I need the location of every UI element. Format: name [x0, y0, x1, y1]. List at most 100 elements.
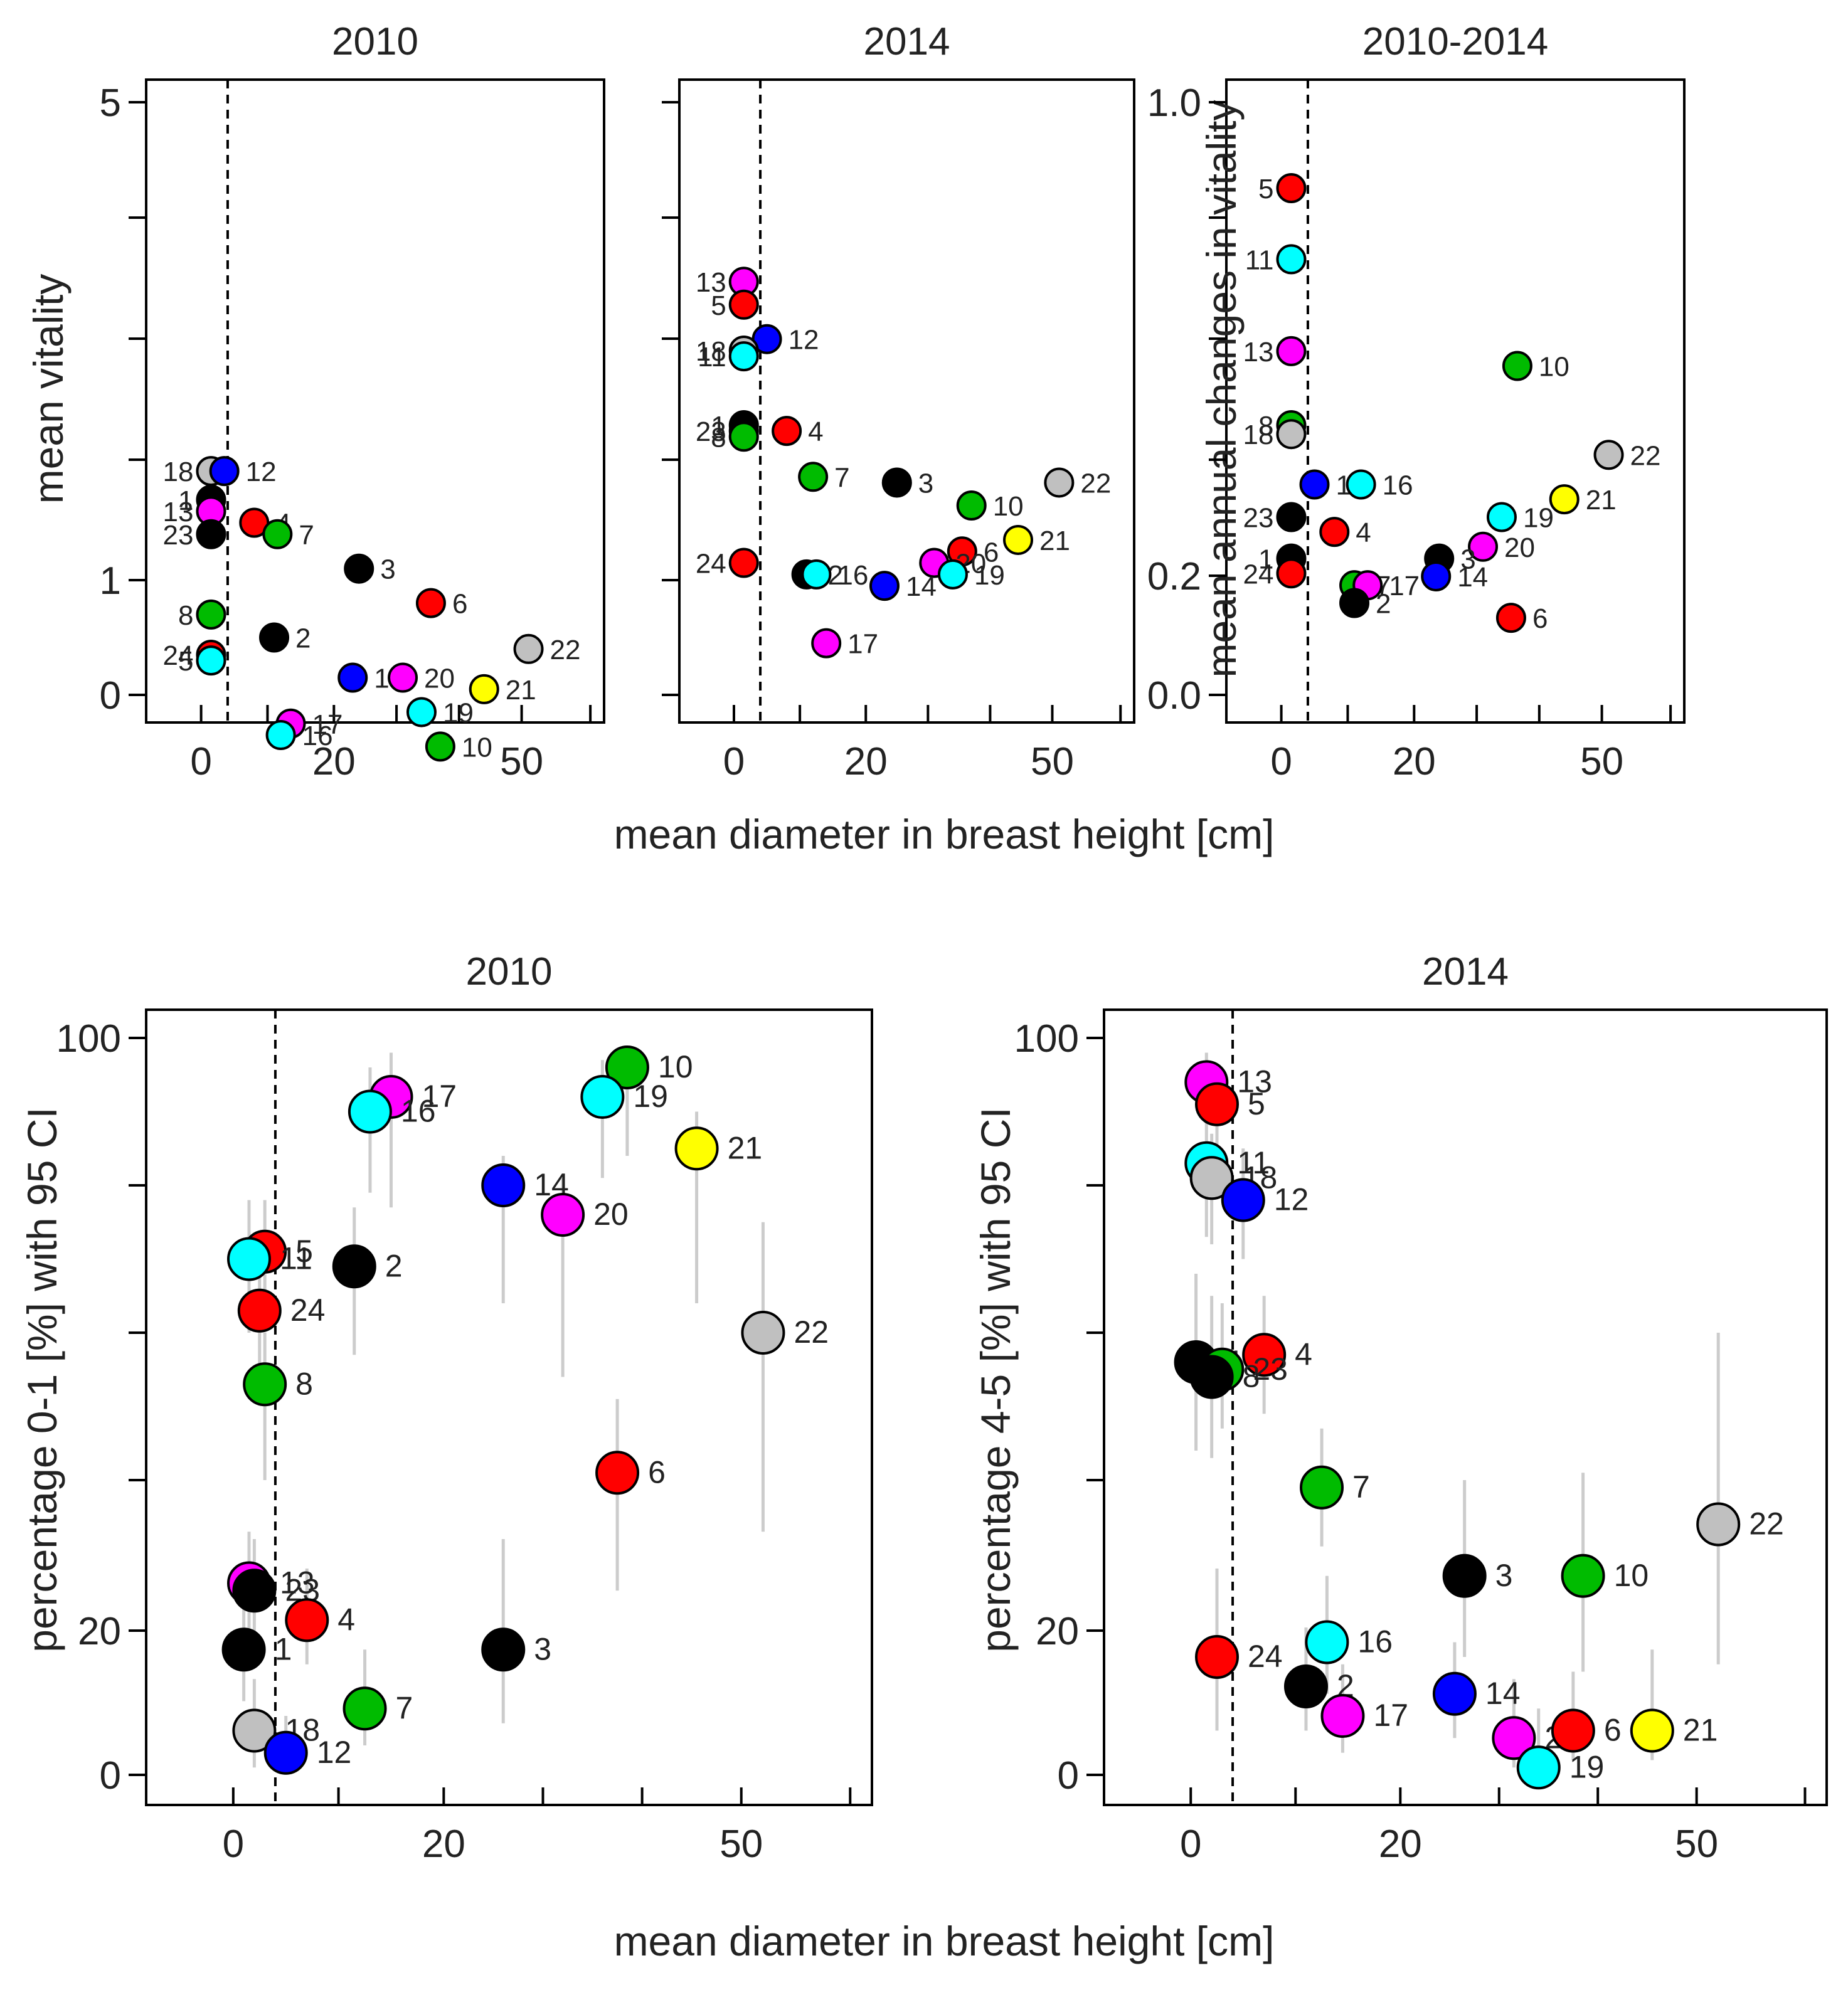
point-label-16: 16 — [401, 1094, 436, 1129]
panel-title: 2014 — [864, 20, 950, 63]
point-label-18: 18 — [696, 336, 726, 367]
point-label-22: 22 — [1630, 440, 1661, 471]
point-17 — [811, 628, 842, 659]
point-7 — [1300, 1465, 1344, 1510]
point-21 — [1549, 484, 1580, 515]
chart-panel-3: 2010-2014 mean annual changes in vitality… — [1147, 20, 1686, 783]
point-20 — [1468, 531, 1499, 562]
point-label-5: 5 — [711, 290, 726, 321]
point-label-21: 21 — [506, 675, 536, 706]
point-20 — [541, 1193, 585, 1237]
point-label-17: 17 — [847, 629, 878, 660]
point-label-7: 7 — [834, 462, 849, 493]
point-21 — [1630, 1708, 1674, 1753]
point-3 — [1442, 1553, 1487, 1598]
point-label-24: 24 — [1248, 1639, 1283, 1674]
point-2 — [1339, 588, 1370, 618]
point-label-22: 22 — [794, 1315, 829, 1350]
y-axis-label: percentage 0-1 [%] with 95 CI — [19, 1107, 65, 1652]
point-label-19: 19 — [1523, 503, 1554, 534]
point-label-8: 8 — [1258, 411, 1273, 442]
point-20 — [388, 662, 418, 693]
y-tick-label: 1 — [100, 559, 121, 603]
point-label-16: 16 — [837, 560, 868, 591]
point-22 — [1593, 440, 1624, 470]
point-label-19: 19 — [443, 697, 474, 728]
y-tick-label: 20 — [1036, 1610, 1079, 1653]
point-14 — [1421, 561, 1452, 591]
x-tick-label: 0 — [723, 740, 745, 783]
point-label-13: 13 — [163, 497, 194, 527]
point-label-17: 17 — [312, 709, 343, 740]
y-tick-label: 1.0 — [1147, 82, 1201, 125]
point-label-24: 24 — [1243, 559, 1274, 590]
point-8 — [1189, 1355, 1234, 1399]
point-label-3: 3 — [534, 1631, 551, 1666]
x-tick-label: 20 — [312, 740, 356, 783]
y-tick-label: 0 — [100, 1754, 121, 1797]
point-label-14: 14 — [906, 571, 937, 602]
point-19 — [1516, 1745, 1561, 1790]
point-8 — [196, 599, 226, 630]
point-7 — [262, 519, 293, 549]
point-label-23: 23 — [1243, 503, 1274, 534]
y-tick-label: 5 — [100, 82, 121, 125]
point-13 — [1276, 336, 1307, 366]
point-label-21: 21 — [1586, 485, 1617, 516]
y-tick-label: 0.0 — [1147, 674, 1201, 717]
point-label-1: 1 — [275, 1631, 292, 1666]
x-tick-label: 50 — [500, 740, 543, 783]
plot-frame — [1225, 78, 1686, 724]
point-label-12: 12 — [789, 325, 819, 356]
point-label-6: 6 — [452, 589, 467, 620]
point-label-21: 21 — [1039, 526, 1070, 556]
point-12 — [1299, 469, 1330, 500]
plot-frame — [145, 1008, 873, 1806]
point-3 — [881, 467, 912, 498]
bottom-x-axis-label-group: mean diameter in breast height [cm] — [614, 1918, 1275, 1964]
top-x-axis-label-group: mean diameter in breast height [cm] — [614, 811, 1275, 857]
x-tick-label: 20 — [844, 740, 888, 783]
point-16 — [348, 1089, 392, 1134]
point-11 — [1276, 244, 1307, 275]
point-label-10: 10 — [1614, 1558, 1649, 1593]
point-4 — [285, 1598, 329, 1643]
point-label-24: 24 — [696, 549, 726, 579]
x-tick-label: 20 — [422, 1823, 465, 1866]
x-tick-label: 50 — [1580, 740, 1623, 783]
point-label-22: 22 — [1080, 468, 1111, 499]
x-tick-label: 50 — [1031, 740, 1074, 783]
point-label-3: 3 — [918, 468, 933, 499]
point-label-4: 4 — [337, 1602, 355, 1637]
point-label-2: 2 — [295, 623, 311, 654]
point-label-24: 24 — [290, 1293, 326, 1328]
y-tick-label: 20 — [78, 1610, 121, 1653]
point-label-11: 11 — [1245, 245, 1274, 275]
point-label-22: 22 — [550, 635, 581, 665]
panel-title: 2014 — [1422, 950, 1509, 993]
point-label-21: 21 — [728, 1130, 763, 1165]
point-label-10: 10 — [462, 732, 492, 763]
point-label-19: 19 — [633, 1079, 668, 1114]
y-axis-label: mean annual changes in vitality — [1198, 100, 1245, 678]
point-label-7: 7 — [299, 520, 314, 551]
x-tick-label: 0 — [1180, 1823, 1201, 1866]
point-20 — [1492, 1716, 1536, 1760]
point-label-5: 5 — [178, 646, 193, 677]
point-23 — [232, 1569, 277, 1613]
point-label-13: 13 — [1243, 337, 1274, 368]
bottom-x-axis-label: mean diameter in breast height [cm] — [614, 1918, 1275, 1964]
point-18 — [1189, 1156, 1234, 1200]
top-x-axis-label: mean diameter in breast height [cm] — [614, 811, 1275, 857]
point-6 — [1495, 603, 1526, 633]
point-label-23: 23 — [696, 416, 726, 447]
point-label-17: 17 — [422, 1079, 457, 1114]
point-label-23: 23 — [163, 520, 194, 551]
point-label-2: 2 — [385, 1248, 403, 1283]
point-label-11: 11 — [280, 1241, 312, 1276]
point-18 — [232, 1708, 277, 1753]
point-21 — [674, 1126, 719, 1171]
point-16 — [1346, 469, 1376, 500]
